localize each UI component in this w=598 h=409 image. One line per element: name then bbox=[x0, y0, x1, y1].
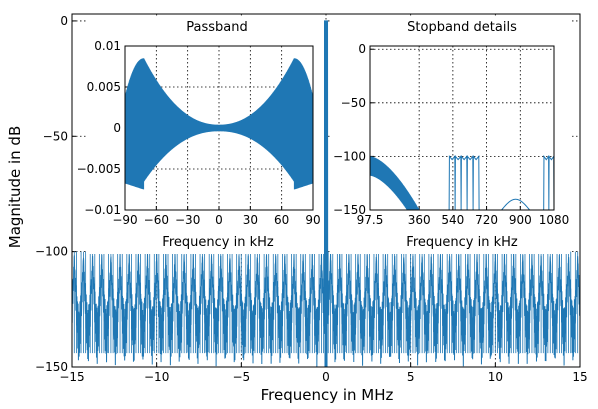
main-x-tick-labels: −15 −10 −5 0 5 10 15 bbox=[59, 370, 587, 384]
passband-x-axis-label: Frequency in kHz bbox=[162, 235, 274, 250]
stopband-x-tick-labels: 97.5 360 540 720 900 1080 bbox=[357, 213, 570, 227]
y-tick-label: 0 bbox=[358, 42, 366, 56]
x-tick-label: 97.5 bbox=[357, 213, 384, 227]
main-y-axis-label: Magnitude in dB bbox=[6, 126, 24, 249]
x-tick-label: −15 bbox=[59, 370, 84, 384]
main-magnitude-series bbox=[71, 20, 581, 367]
x-tick-label: 30 bbox=[243, 213, 258, 227]
passband-axes-frame bbox=[124, 45, 314, 211]
passband-title: Passband bbox=[186, 20, 247, 35]
passband-x-tick-labels: −90 −60 −30 0 30 60 90 bbox=[112, 213, 320, 227]
y-tick-label: 0.01 bbox=[94, 39, 121, 53]
y-tick-label: −50 bbox=[341, 96, 366, 110]
x-tick-label: 90 bbox=[305, 213, 320, 227]
y-tick-label: −150 bbox=[35, 360, 68, 374]
y-tick-label: −150 bbox=[333, 203, 366, 217]
main-axes-frame bbox=[71, 13, 581, 368]
main-stopband-fill bbox=[71, 251, 581, 354]
main-y-tick-labels: 0 −50 −100 −150 bbox=[35, 14, 68, 374]
stopband-segment-lobes bbox=[448, 155, 480, 211]
stopband-inset: 97.5 360 540 720 900 1080 0 −50 −100 −150 Stopba… bbox=[330, 18, 570, 254]
x-tick-label: 60 bbox=[274, 213, 289, 227]
y-tick-label: 0 bbox=[113, 121, 121, 135]
x-tick-label: −60 bbox=[144, 213, 169, 227]
stopband-x-axis-label: Frequency in kHz bbox=[406, 235, 518, 250]
x-tick-label: −5 bbox=[232, 370, 250, 384]
stopband-y-tick-labels: 0 −50 −100 −150 bbox=[333, 42, 366, 217]
y-tick-label: −100 bbox=[333, 149, 366, 163]
y-tick-label: 0.005 bbox=[87, 80, 121, 94]
y-tick-label: −100 bbox=[35, 245, 68, 259]
stopband-segment-dome bbox=[501, 198, 531, 211]
x-tick-label: −90 bbox=[112, 213, 137, 227]
x-tick-label: 540 bbox=[441, 213, 464, 227]
x-tick-label: 720 bbox=[475, 213, 498, 227]
x-tick-label: 10 bbox=[488, 370, 503, 384]
stopband-axes-frame bbox=[369, 45, 555, 211]
passband-spike bbox=[324, 20, 328, 367]
x-tick-label: 0 bbox=[322, 370, 330, 384]
stopband-title: Stopband details bbox=[407, 20, 517, 35]
passband-ripple-line bbox=[124, 58, 314, 190]
x-tick-label: −10 bbox=[144, 370, 169, 384]
x-tick-label: 360 bbox=[408, 213, 431, 227]
x-tick-label: 900 bbox=[509, 213, 532, 227]
stopband-segment-decay bbox=[369, 156, 420, 211]
y-tick-label: −0.005 bbox=[77, 162, 121, 176]
y-tick-label: −50 bbox=[43, 129, 68, 143]
x-tick-label: −30 bbox=[175, 213, 200, 227]
y-tick-label: 0 bbox=[60, 14, 68, 28]
x-tick-label: 0 bbox=[215, 213, 223, 227]
y-tick-label: −0.01 bbox=[84, 203, 121, 217]
x-tick-label: 1080 bbox=[539, 213, 570, 227]
passband-y-tick-labels: 0.01 0.005 0 −0.005 −0.01 bbox=[77, 39, 121, 217]
x-tick-label: 15 bbox=[572, 370, 587, 384]
x-tick-label: 5 bbox=[407, 370, 415, 384]
main-x-axis-label: Frequency in MHz bbox=[261, 386, 394, 404]
passband-inset: −90 −60 −30 0 30 60 90 0.01 0.005 0 −0.005 −0.01 P… bbox=[77, 18, 324, 254]
passband-ripple-series bbox=[124, 58, 314, 190]
